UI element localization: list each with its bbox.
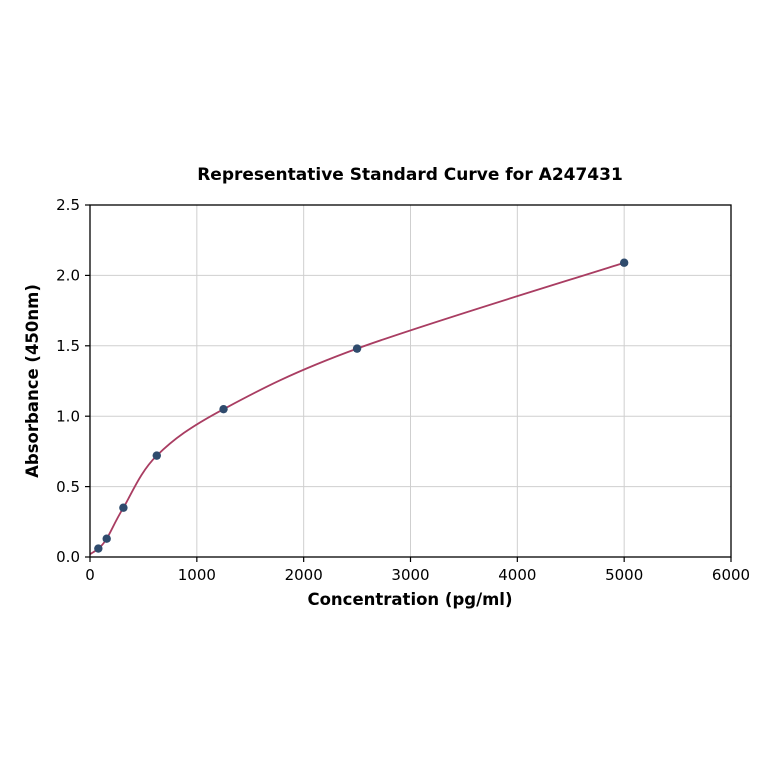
y-tick-label: 1.0 (56, 407, 80, 425)
x-tick-label: 1000 (178, 566, 216, 584)
data-point (119, 503, 128, 512)
data-point (94, 544, 103, 553)
fitted-curve (89, 261, 625, 555)
plot-border (89, 204, 732, 558)
x-tick-label: 3000 (391, 566, 429, 584)
axis-ticks (85, 204, 732, 562)
x-tick-label: 6000 (712, 566, 750, 584)
data-point (619, 258, 629, 267)
data-point (352, 344, 362, 353)
y-tick-label: 2.5 (56, 196, 80, 214)
y-tick-label: 1.5 (56, 337, 80, 355)
grid-lines (89, 204, 732, 558)
x-axis-label: Concentration (pg/ml) (307, 590, 512, 609)
data-points (94, 258, 629, 553)
tick-labels: 0 1000 2000 3000 4000 5000 6000 0.0 0.5 1.0 1.5 2.0… (56, 196, 750, 584)
y-tick-label: 0.5 (56, 478, 80, 496)
y-tick-label: 2.0 (56, 267, 80, 285)
chart-title: Representative Standard Curve for A24743… (197, 165, 623, 185)
x-tick-label: 5000 (605, 566, 643, 584)
y-tick-label: 0.0 (56, 548, 80, 566)
data-point (219, 404, 228, 414)
data-point (102, 534, 111, 543)
x-tick-label: 2000 (285, 566, 323, 584)
data-point (152, 451, 161, 460)
y-axis-label: Absorbance (450nm) (23, 284, 42, 478)
x-tick-label: 4000 (498, 566, 536, 584)
x-tick-label: 0 (85, 566, 95, 584)
